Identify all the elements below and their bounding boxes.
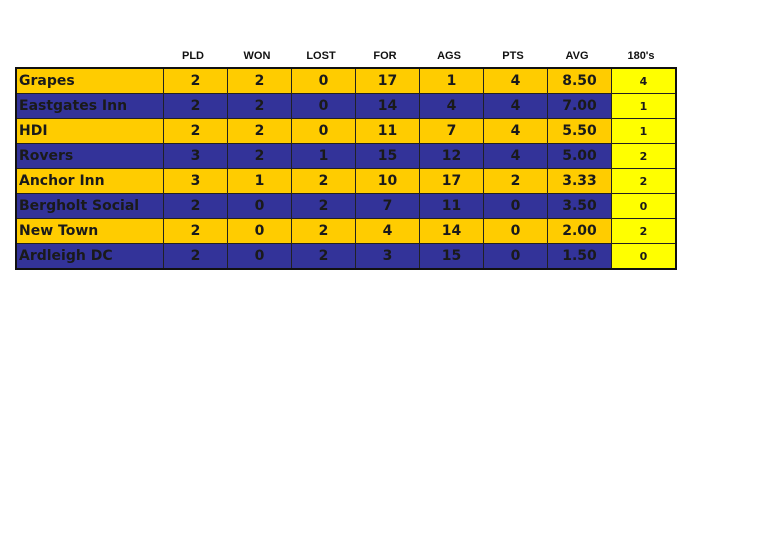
team-name: HDI bbox=[15, 118, 164, 144]
stat-cell: 2 bbox=[291, 218, 356, 244]
stat-cell: 7 bbox=[355, 193, 420, 219]
table-row: Eastgates Inn 2 2 0 14 4 4 7.00 1 bbox=[15, 93, 677, 119]
stat-cell: 2 bbox=[163, 193, 228, 219]
stat-cell: 4 bbox=[483, 143, 548, 169]
stat-cell: 11 bbox=[419, 193, 484, 219]
column-header: AGS bbox=[437, 50, 461, 62]
stat-cell: 2 bbox=[483, 168, 548, 194]
stat-cell: 2 bbox=[163, 67, 228, 94]
stat-cell: 3.33 bbox=[547, 168, 612, 194]
stat-cell: 2 bbox=[611, 143, 677, 169]
stat-cell: 2 bbox=[611, 168, 677, 194]
stat-cell: 12 bbox=[419, 143, 484, 169]
stat-cell: 2 bbox=[163, 243, 228, 270]
team-name: Rovers bbox=[15, 143, 164, 169]
stat-cell: 15 bbox=[419, 243, 484, 270]
stat-cell: 0 bbox=[291, 67, 356, 94]
team-name: New Town bbox=[15, 218, 164, 244]
header-blank bbox=[16, 50, 161, 62]
stat-cell: 10 bbox=[355, 168, 420, 194]
stat-cell: 3 bbox=[355, 243, 420, 270]
stat-cell: 2 bbox=[227, 143, 292, 169]
stat-cell: 0 bbox=[483, 193, 548, 219]
stat-cell: 2 bbox=[163, 118, 228, 144]
stat-cell: 4 bbox=[483, 93, 548, 119]
stat-cell: 4 bbox=[483, 118, 548, 144]
stat-cell: 7.00 bbox=[547, 93, 612, 119]
stat-cell: 14 bbox=[419, 218, 484, 244]
stat-cell: 4 bbox=[419, 93, 484, 119]
column-header: WON bbox=[243, 50, 271, 62]
table-row: Grapes 2 2 0 17 1 4 8.50 4 bbox=[15, 67, 677, 94]
table-row: Rovers 3 2 1 15 12 4 5.00 2 bbox=[15, 143, 677, 169]
column-header: 180's bbox=[627, 50, 655, 62]
column-header: PTS bbox=[502, 50, 524, 62]
league-table: Grapes 2 2 0 17 1 4 8.50 4 Eastgates Inn 2 2 0 14 4 4 7.… bbox=[15, 67, 677, 270]
stat-cell: 2 bbox=[227, 67, 292, 94]
column-header: AVG bbox=[565, 50, 589, 62]
column-header: FOR bbox=[373, 50, 397, 62]
stat-cell: 11 bbox=[355, 118, 420, 144]
stat-cell: 3 bbox=[163, 143, 228, 169]
stat-cell: 1 bbox=[291, 143, 356, 169]
column-header: PLD bbox=[182, 50, 204, 62]
stat-cell: 0 bbox=[227, 193, 292, 219]
stat-cell: 2 bbox=[227, 93, 292, 119]
team-name: Eastgates Inn bbox=[15, 93, 164, 119]
table-row: New Town 2 0 2 4 14 0 2.00 2 bbox=[15, 218, 677, 244]
stat-cell: 2.00 bbox=[547, 218, 612, 244]
stat-cell: 4 bbox=[611, 67, 677, 94]
stat-cell: 0 bbox=[227, 243, 292, 270]
stat-cell: 2 bbox=[291, 168, 356, 194]
stat-cell: 1 bbox=[611, 93, 677, 119]
stat-cell: 0 bbox=[483, 218, 548, 244]
stat-cell: 4 bbox=[355, 218, 420, 244]
stat-cell: 1 bbox=[227, 168, 292, 194]
stat-cell: 2 bbox=[291, 243, 356, 270]
stat-cell: 8.50 bbox=[547, 67, 612, 94]
stat-cell: 1 bbox=[611, 118, 677, 144]
table-row: Anchor Inn 3 1 2 10 17 2 3.33 2 bbox=[15, 168, 677, 194]
team-name: Bergholt Social bbox=[15, 193, 164, 219]
stat-cell: 2 bbox=[227, 118, 292, 144]
stat-cell: 0 bbox=[611, 243, 677, 270]
team-name: Anchor Inn bbox=[15, 168, 164, 194]
stat-cell: 17 bbox=[355, 67, 420, 94]
stat-cell: 4 bbox=[483, 67, 548, 94]
stat-cell: 3 bbox=[163, 168, 228, 194]
stat-cell: 15 bbox=[355, 143, 420, 169]
stat-cell: 0 bbox=[611, 193, 677, 219]
column-header: LOST bbox=[306, 50, 336, 62]
table-row: Ardleigh DC 2 0 2 3 15 0 1.50 0 bbox=[15, 243, 677, 270]
team-name: Ardleigh DC bbox=[15, 243, 164, 270]
stat-cell: 7 bbox=[419, 118, 484, 144]
table-row: Bergholt Social 2 0 2 7 11 0 3.50 0 bbox=[15, 193, 677, 219]
stat-cell: 14 bbox=[355, 93, 420, 119]
stat-cell: 0 bbox=[291, 93, 356, 119]
stat-cell: 0 bbox=[483, 243, 548, 270]
stat-cell: 5.50 bbox=[547, 118, 612, 144]
stat-cell: 1 bbox=[419, 67, 484, 94]
table-header: PLD WON LOST FOR AGS PTS AVG 180's bbox=[16, 50, 673, 62]
stat-cell: 5.00 bbox=[547, 143, 612, 169]
stat-cell: 17 bbox=[419, 168, 484, 194]
team-name: Grapes bbox=[15, 67, 164, 94]
stat-cell: 0 bbox=[291, 118, 356, 144]
table-row: HDI 2 2 0 11 7 4 5.50 1 bbox=[15, 118, 677, 144]
stat-cell: 2 bbox=[163, 93, 228, 119]
stat-cell: 1.50 bbox=[547, 243, 612, 270]
stat-cell: 2 bbox=[611, 218, 677, 244]
stat-cell: 0 bbox=[227, 218, 292, 244]
stat-cell: 3.50 bbox=[547, 193, 612, 219]
stat-cell: 2 bbox=[291, 193, 356, 219]
stat-cell: 2 bbox=[163, 218, 228, 244]
